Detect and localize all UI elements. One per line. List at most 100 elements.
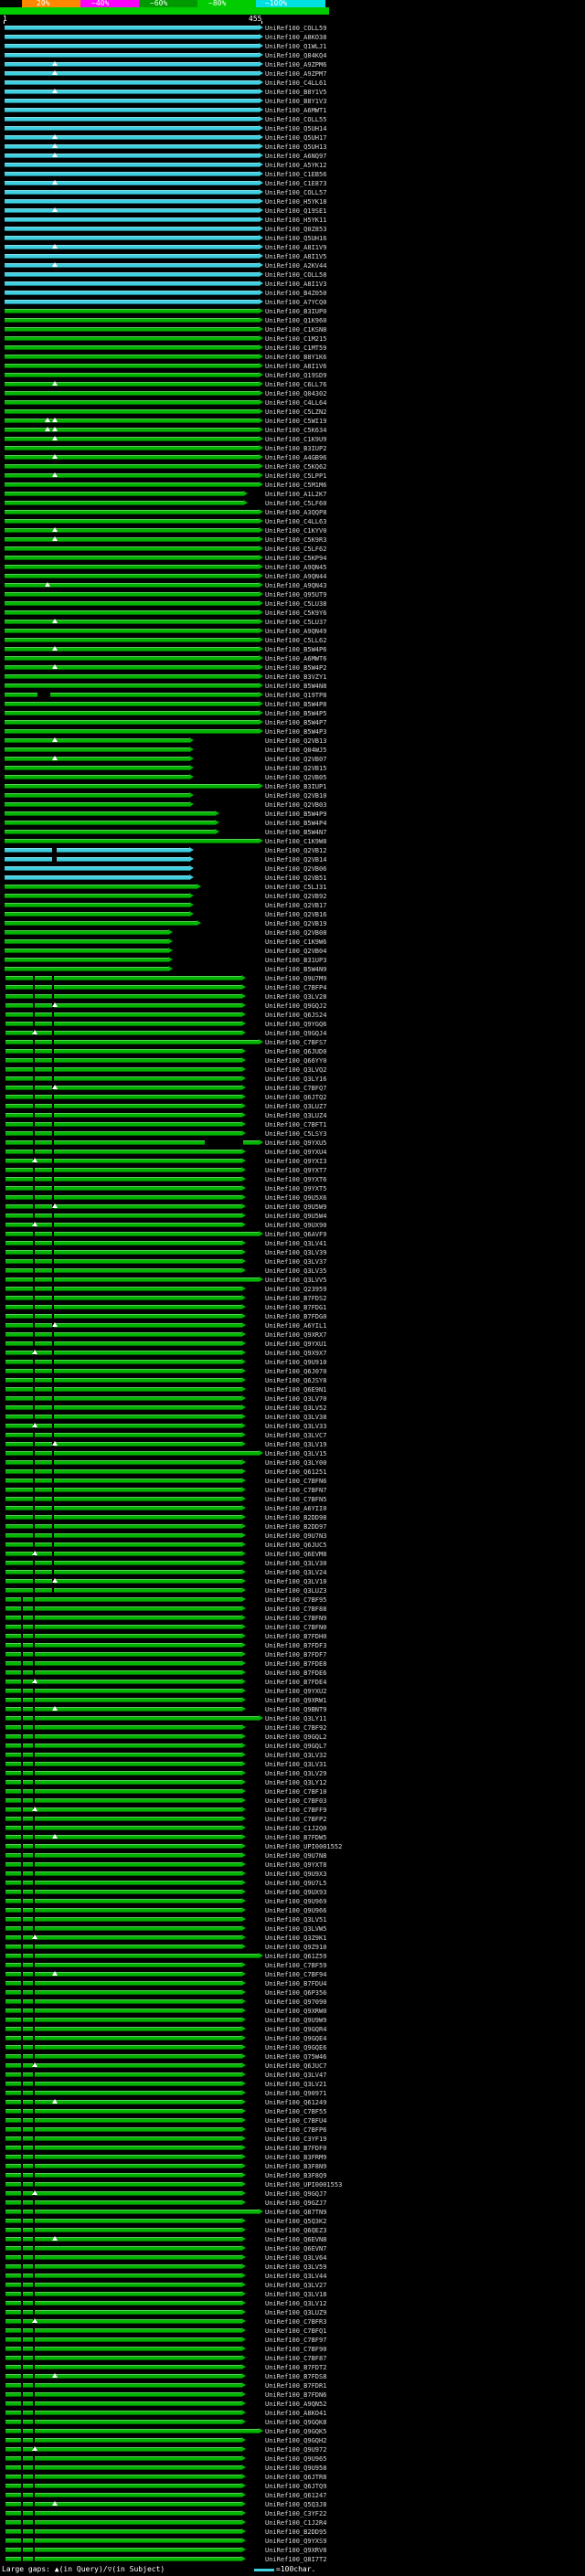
hit-label[interactable]: UniRef100_C3YF22 [265, 2510, 327, 2518]
hit-label[interactable]: UniRef100_Q2VB19 [265, 920, 327, 928]
hit-bar[interactable] [5, 1506, 242, 1511]
hit-label[interactable]: UniRef100_Q95UT9 [265, 591, 327, 599]
hit-bar[interactable] [5, 1780, 242, 1785]
hit-bar[interactable] [5, 2283, 242, 2287]
hit-label[interactable]: UniRef100_C7BF94 [265, 1971, 327, 1978]
hit-bar[interactable] [5, 2036, 242, 2041]
hit-bar[interactable] [5, 1634, 242, 1638]
hit-label[interactable]: UniRef100_Q9U7L5 [265, 1880, 327, 1887]
hit-bar[interactable] [5, 1396, 242, 1401]
hit-label[interactable]: UniRef100_Q3LV51 [265, 1916, 327, 1924]
hit-bar[interactable] [5, 1424, 242, 1428]
hit-label[interactable]: UniRef100_B5W4N9 [265, 966, 327, 973]
hit-bar[interactable] [5, 2255, 242, 2260]
hit-label[interactable]: UniRef100_C1KYV0 [265, 527, 327, 535]
hit-bar[interactable] [4, 437, 259, 441]
hit-bar[interactable] [5, 1241, 242, 1246]
hit-bar[interactable] [4, 830, 216, 834]
hit-label[interactable]: UniRef100_C5M1M6 [265, 482, 327, 489]
hit-bar[interactable] [4, 747, 190, 752]
hit-label[interactable]: UniRef100_Q6J070 [265, 1368, 327, 1375]
hit-bar[interactable] [5, 2401, 242, 2406]
hit-bar[interactable] [5, 2310, 242, 2315]
hit-label[interactable]: UniRef100_Q9Z910 [265, 1944, 327, 1951]
hit-label[interactable]: UniRef100_Q9YXT6 [265, 1176, 327, 1183]
hit-label[interactable]: UniRef100_Q2VB12 [265, 847, 327, 854]
hit-bar[interactable] [4, 199, 259, 204]
hit-label[interactable]: UniRef100_B2DD98 [265, 1514, 327, 1521]
hit-label[interactable]: UniRef100_COLL55 [265, 116, 327, 123]
hit-label[interactable]: UniRef100_B7FDF3 [265, 1642, 327, 1649]
hit-bar[interactable] [5, 1862, 242, 1867]
hit-bar[interactable] [4, 318, 259, 323]
hit-label[interactable]: UniRef100_A8I1V9 [265, 244, 327, 251]
hit-label[interactable]: UniRef100_B7FDU4 [265, 1980, 327, 1988]
hit-bar[interactable] [4, 126, 259, 131]
hit-label[interactable]: UniRef100_Q3LVW5 [265, 1925, 327, 1933]
hit-label[interactable]: UniRef100_Q2VB16 [265, 911, 327, 918]
hit-label[interactable]: UniRef100_B5W4P4 [265, 820, 327, 827]
hit-bar[interactable] [4, 345, 259, 350]
hit-label[interactable]: UniRef100_UPI0001553 [265, 2181, 343, 2189]
hit-label[interactable]: UniRef100_Q9YXT7 [265, 1167, 327, 1174]
hit-bar[interactable] [5, 2274, 242, 2278]
hit-label[interactable]: UniRef100_Q3LY16 [265, 1076, 327, 1083]
hit-bar[interactable] [5, 1268, 242, 1273]
hit-label[interactable]: UniRef100_Q2VB14 [265, 856, 327, 864]
hit-label[interactable]: UniRef100_Q9YXI3 [265, 1158, 327, 1165]
hit-label[interactable]: UniRef100_B3F8N9 [265, 2163, 327, 2170]
hit-label[interactable]: UniRef100_A9QN44 [265, 573, 327, 580]
hit-bar[interactable] [5, 2374, 242, 2379]
hit-label[interactable]: UniRef100_B8Y1V3 [265, 98, 327, 105]
hit-bar[interactable] [5, 2219, 242, 2223]
hit-bar[interactable] [5, 2328, 242, 2333]
hit-label[interactable]: UniRef100_Q3LV10 [265, 1578, 327, 1585]
hit-bar[interactable] [5, 1890, 242, 1894]
hit-bar[interactable] [5, 2292, 242, 2296]
hit-bar[interactable] [5, 2009, 242, 2013]
hit-label[interactable]: UniRef100_Q3LV70 [265, 1395, 327, 1403]
hit-bar[interactable] [5, 1817, 242, 1821]
hit-label[interactable]: UniRef100_C1J2R4 [265, 2519, 327, 2527]
hit-label[interactable]: UniRef100_Q9BNT9 [265, 1706, 327, 1713]
hit-bar[interactable] [5, 2027, 242, 2031]
hit-bar[interactable] [5, 2347, 242, 2351]
hit-bar[interactable] [5, 1058, 242, 1063]
hit-label[interactable]: UniRef100_Q9UX90 [265, 1222, 327, 1229]
hit-label[interactable]: UniRef100_Q75W46 [265, 2053, 327, 2061]
hit-label[interactable]: UniRef100_A8I1V6 [265, 363, 327, 370]
hit-label[interactable]: UniRef100_C7BF88 [265, 1606, 327, 1613]
hit-label[interactable]: UniRef100_A6MWT6 [265, 655, 327, 663]
hit-bar[interactable] [4, 181, 259, 186]
hit-bar[interactable] [5, 1954, 259, 1958]
hit-bar[interactable] [4, 208, 259, 213]
hit-bar[interactable] [4, 629, 259, 633]
hit-label[interactable]: UniRef100_Q3LV21 [265, 2081, 327, 2088]
hit-label[interactable]: UniRef100_Q04WJ5 [265, 747, 327, 754]
hit-bar[interactable] [5, 2191, 242, 2196]
hit-label[interactable]: UniRef100_Q1K960 [265, 317, 327, 324]
hit-label[interactable]: UniRef100_B5W4N7 [265, 829, 327, 836]
hit-label[interactable]: UniRef100_C6LL76 [265, 381, 327, 388]
hit-label[interactable]: UniRef100_C1K9W8 [265, 838, 327, 845]
hit-label[interactable]: UniRef100_C1M215 [265, 335, 327, 343]
hit-bar[interactable] [4, 309, 259, 313]
hit-bar[interactable] [5, 1734, 242, 1739]
hit-bar[interactable] [5, 1378, 242, 1383]
hit-label[interactable]: UniRef100_Q9U9W9 [265, 2017, 327, 2024]
hit-label[interactable]: UniRef100_C7BFN7 [265, 1487, 327, 1494]
hit-bar[interactable] [5, 1387, 242, 1392]
hit-bar[interactable] [5, 1360, 242, 1364]
hit-label[interactable]: UniRef100_Q3LV32 [265, 1752, 327, 1759]
hit-bar[interactable] [5, 1935, 242, 1940]
hit-bar[interactable] [5, 2155, 242, 2159]
hit-label[interactable]: UniRef100_Q9XRV8 [265, 2547, 327, 2554]
hit-bar[interactable] [5, 2548, 242, 2552]
hit-label[interactable]: UniRef100_Q3LV24 [265, 1569, 327, 1576]
hit-label[interactable]: UniRef100_C7BFU4 [265, 2117, 327, 2125]
hit-label[interactable]: UniRef100_A9ZPM6 [265, 61, 327, 69]
hit-label[interactable]: UniRef100_H5YK11 [265, 217, 327, 224]
hit-label[interactable]: UniRef100_Q9GQH2 [265, 2437, 327, 2444]
hit-label[interactable]: UniRef100_Q9YXU4 [265, 1149, 327, 1156]
hit-bar[interactable] [5, 2127, 242, 2132]
